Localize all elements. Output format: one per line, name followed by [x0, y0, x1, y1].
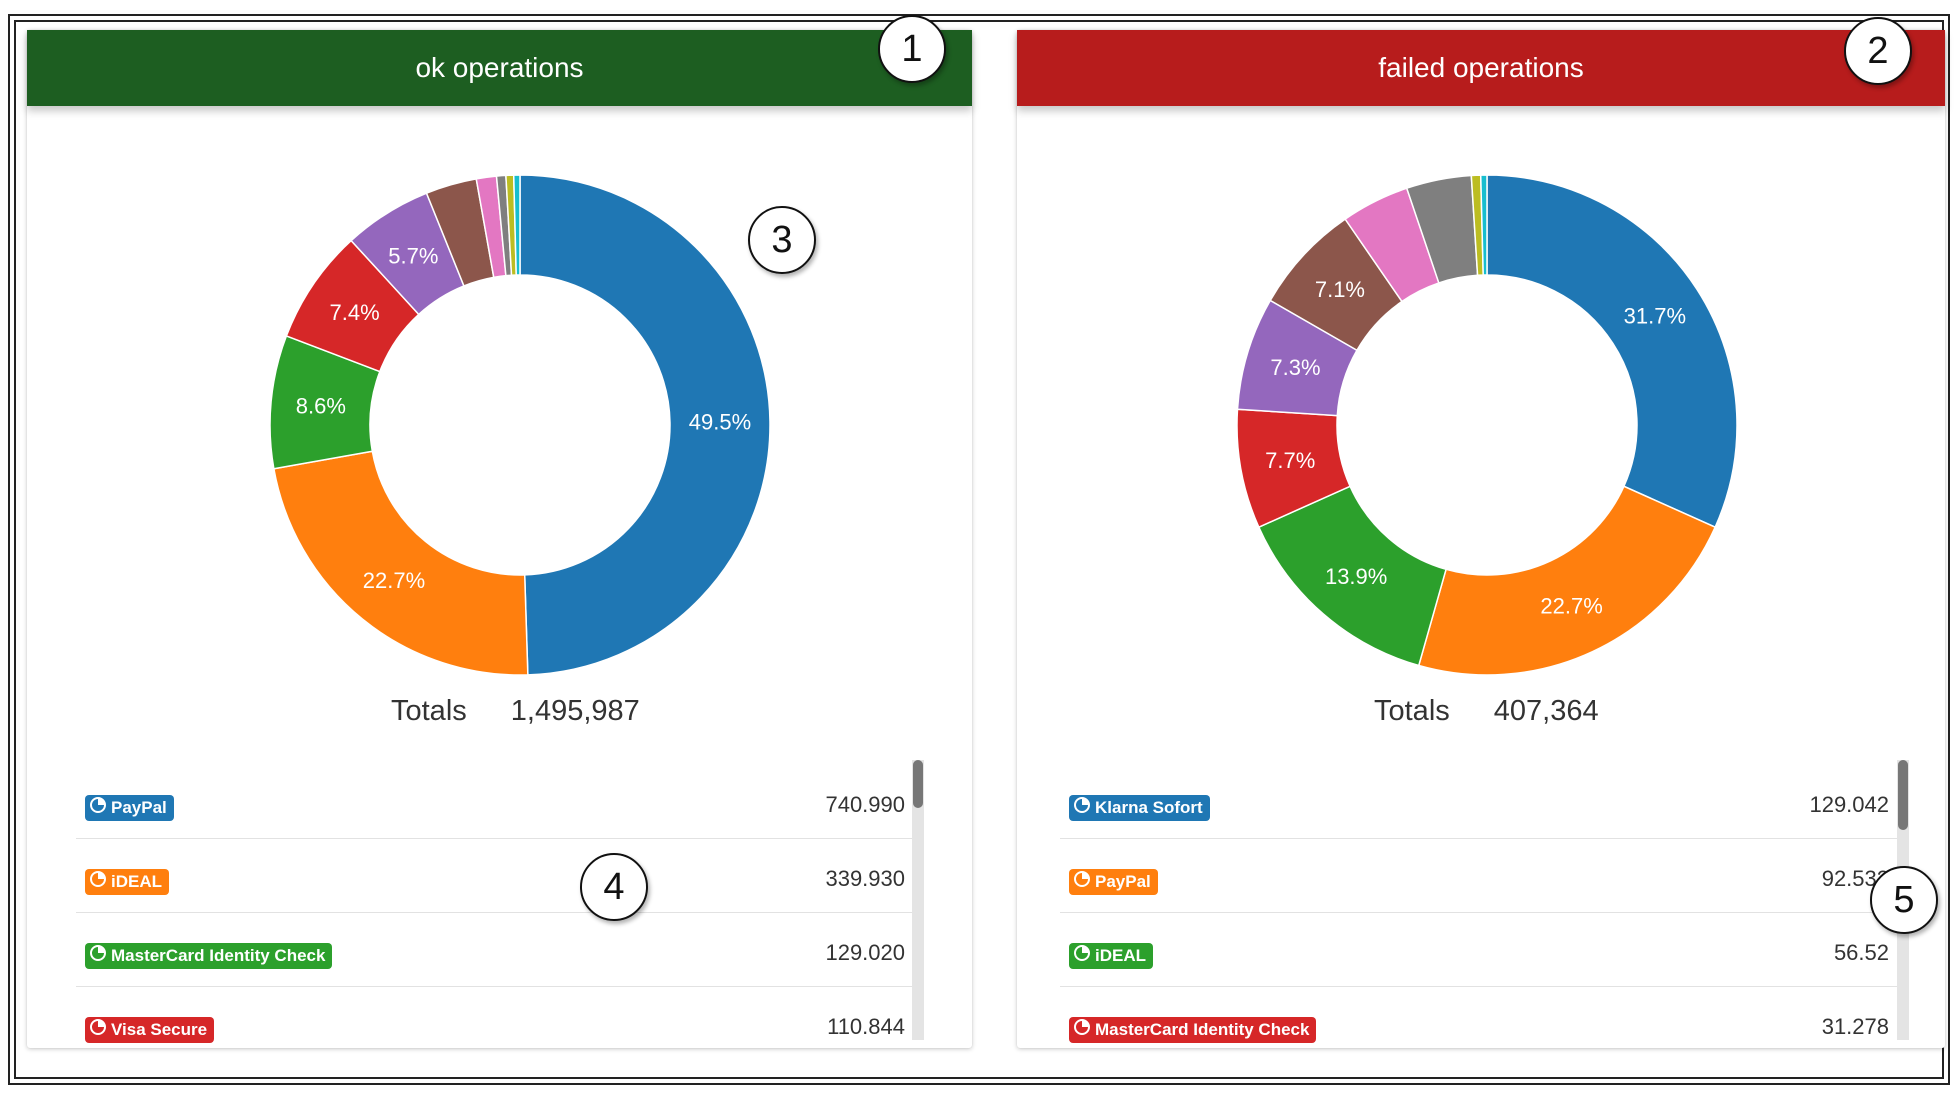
slice-label: 31.7% — [1624, 304, 1686, 329]
scrollbar-thumb[interactable] — [1898, 760, 1908, 830]
payment-method-badge[interactable]: MasterCard Identity Check — [1069, 1017, 1317, 1043]
payment-method-label: Visa Secure — [111, 1020, 208, 1039]
totals-label: Totals — [1374, 695, 1450, 727]
legend-row[interactable]: Visa Secure 110.844 — [76, 987, 913, 1049]
payment-method-badge[interactable]: iDEAL — [85, 869, 169, 895]
callout-3: 3 — [748, 206, 816, 274]
pie-chart-icon — [1074, 943, 1090, 969]
callout-2: 2 — [1844, 17, 1912, 85]
slice-label: 22.7% — [1540, 594, 1602, 619]
scrollbar-thumb[interactable] — [913, 760, 923, 808]
legend-row[interactable]: iDEAL 56.52 — [1060, 913, 1897, 987]
slice-label: 7.1% — [1315, 277, 1365, 302]
slice-label: 5.7% — [388, 243, 438, 268]
ok-operations-panel: ok operations 49.5% 22.7% 8.6% 7.4% 5.7% Tot… — [27, 30, 972, 1048]
slice-label: 49.5% — [689, 409, 751, 434]
payment-method-badge[interactable]: iDEAL — [1069, 943, 1153, 969]
scrollbar[interactable] — [912, 760, 924, 1040]
totals: Totals 1,495,987 — [391, 695, 640, 728]
pie-chart-icon — [1074, 795, 1090, 821]
payment-method-badge[interactable]: Visa Secure — [85, 1017, 215, 1043]
legend-value: 110.844 — [827, 1014, 905, 1039]
donut-slice[interactable] — [272, 450, 529, 676]
legend-value: 31.278 — [1821, 1014, 1889, 1039]
payment-method-label: PayPal — [1095, 872, 1151, 891]
donut-svg: 49.5% 22.7% 8.6% 7.4% 5.7% — [269, 174, 771, 676]
payment-method-badge[interactable]: Klarna Sofort — [1069, 795, 1210, 821]
payment-method-label: iDEAL — [111, 872, 162, 891]
payment-method-badge[interactable]: MasterCard Identity Check — [85, 943, 333, 969]
totals-value: 1,495,987 — [510, 695, 640, 727]
donut-chart: 49.5% 22.7% 8.6% 7.4% 5.7% — [240, 145, 800, 705]
failed-operations-panel: failed operations 31.7% 22.7% 13.9% 7.7% 7.3… — [1017, 30, 1945, 1048]
legend-value: 740.990 — [825, 792, 905, 817]
payment-method-label: Klarna Sofort — [1095, 798, 1203, 817]
legend-row[interactable]: PayPal 92.532 — [1060, 839, 1897, 913]
legend-row[interactable]: PayPal 740.990 — [76, 765, 913, 839]
totals-value: 407,364 — [1493, 695, 1599, 727]
legend-list: Klarna Sofort 129.042 PayPal 92.532 iDEAL 56.… — [1060, 765, 1897, 1049]
pie-chart-icon — [1074, 869, 1090, 895]
donut-slice[interactable] — [519, 174, 771, 676]
donut-slice[interactable] — [1486, 174, 1738, 529]
panel-header: failed operations — [1017, 30, 1945, 106]
pie-chart-icon — [90, 795, 106, 821]
legend-value: 129.042 — [1809, 792, 1889, 817]
callout-5: 5 — [1870, 866, 1938, 934]
legend-value: 129.020 — [825, 940, 905, 965]
slice-label: 7.3% — [1270, 355, 1320, 380]
donut-slice[interactable] — [1479, 174, 1488, 276]
legend-list: PayPal 740.990 iDEAL 339.930 MasterCard Iden… — [76, 765, 913, 1049]
payment-method-label: PayPal — [111, 798, 167, 817]
donut-slice[interactable] — [512, 174, 521, 276]
legend-row[interactable]: Klarna Sofort 129.042 — [1060, 765, 1897, 839]
payment-method-badge[interactable]: PayPal — [1069, 869, 1158, 895]
callout-4: 4 — [580, 853, 648, 921]
donut-slice[interactable] — [1417, 485, 1717, 676]
legend-row[interactable]: MasterCard Identity Check 129.020 — [76, 913, 913, 987]
payment-method-badge[interactable]: PayPal — [85, 795, 174, 821]
legend-value: 56.52 — [1833, 940, 1889, 965]
totals: Totals 407,364 — [1374, 695, 1599, 728]
callout-1: 1 — [878, 15, 946, 83]
outer-frame — [8, 14, 1950, 1085]
legend-value: 339.930 — [825, 866, 905, 891]
payment-method-label: iDEAL — [1095, 946, 1146, 965]
totals-label: Totals — [391, 695, 467, 727]
pie-chart-icon — [90, 1017, 106, 1043]
slice-label: 13.9% — [1325, 564, 1387, 589]
payment-method-label: MasterCard Identity Check — [111, 946, 326, 965]
pie-chart-icon — [90, 943, 106, 969]
payment-method-label: MasterCard Identity Check — [1095, 1020, 1310, 1039]
panel-header: ok operations — [27, 30, 972, 106]
slice-label: 7.7% — [1265, 448, 1315, 473]
pie-chart-icon — [90, 869, 106, 895]
donut-svg: 31.7% 22.7% 13.9% 7.7% 7.3% 7.1% — [1236, 174, 1738, 676]
legend-row[interactable]: MasterCard Identity Check 31.278 — [1060, 987, 1897, 1049]
slice-label: 22.7% — [363, 568, 425, 593]
donut-chart: 31.7% 22.7% 13.9% 7.7% 7.3% 7.1% — [1207, 145, 1767, 705]
slice-label: 7.4% — [330, 300, 380, 325]
slice-label: 8.6% — [296, 394, 346, 419]
pie-chart-icon — [1074, 1017, 1090, 1043]
legend-row[interactable]: iDEAL 339.930 — [76, 839, 913, 913]
